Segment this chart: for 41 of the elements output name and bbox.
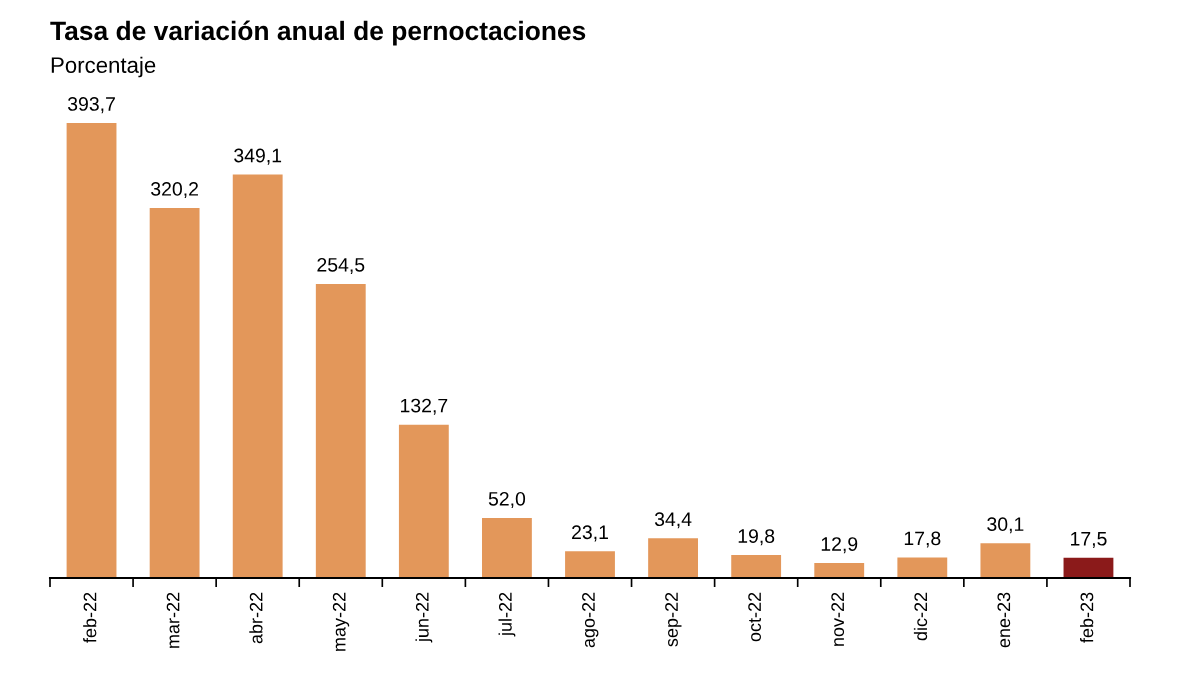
x-tick-label: nov-22 xyxy=(831,592,845,646)
bar xyxy=(482,517,532,578)
data-label: 320,2 xyxy=(151,182,198,199)
bar xyxy=(149,207,200,578)
data-label: 17,5 xyxy=(1071,532,1107,548)
x-tick-label: may-22 xyxy=(332,592,350,651)
x-tick-label: dic-22 xyxy=(913,592,928,641)
data-label: 12,9 xyxy=(821,537,858,554)
x-tick-label: mar-22 xyxy=(166,592,180,648)
x-tick-label: sep-22 xyxy=(665,592,682,647)
bar xyxy=(648,538,698,578)
data-label: 17,8 xyxy=(904,531,941,548)
x-tick-label: abr-22 xyxy=(249,592,263,644)
data-label: 23,1 xyxy=(572,525,608,542)
data-label: 393,7 xyxy=(67,97,115,114)
bar xyxy=(814,563,865,578)
data-label: 132,7 xyxy=(401,398,448,415)
bar xyxy=(232,174,283,578)
bar xyxy=(897,557,948,578)
x-tick-label: oct-22 xyxy=(748,592,761,642)
data-label: 254,5 xyxy=(317,257,365,275)
bar xyxy=(66,123,117,578)
bar xyxy=(315,283,366,578)
bar xyxy=(980,543,1031,578)
x-tick-label: jun-22 xyxy=(415,592,433,643)
x-tick-label: feb-22 xyxy=(83,592,97,643)
x-tick-label: ago-22 xyxy=(582,592,599,648)
data-label: 52,0 xyxy=(488,491,526,509)
data-label: 19,8 xyxy=(738,529,775,546)
data-label: 34,4 xyxy=(654,512,692,529)
bar xyxy=(565,551,615,578)
x-tick-label: jul-22 xyxy=(498,592,516,637)
chart-title: Tasa de variación anual de pernoctaciones xyxy=(50,20,586,46)
data-label: 30,1 xyxy=(987,517,1024,534)
bar xyxy=(731,555,782,578)
chart-subtitle: Porcentaje xyxy=(51,56,156,78)
data-label: 349,1 xyxy=(234,148,282,165)
bar xyxy=(1063,557,1114,578)
x-tick-label: feb-23 xyxy=(1080,592,1094,643)
x-tick-label: ene-23 xyxy=(997,592,1011,648)
bar xyxy=(398,424,449,578)
